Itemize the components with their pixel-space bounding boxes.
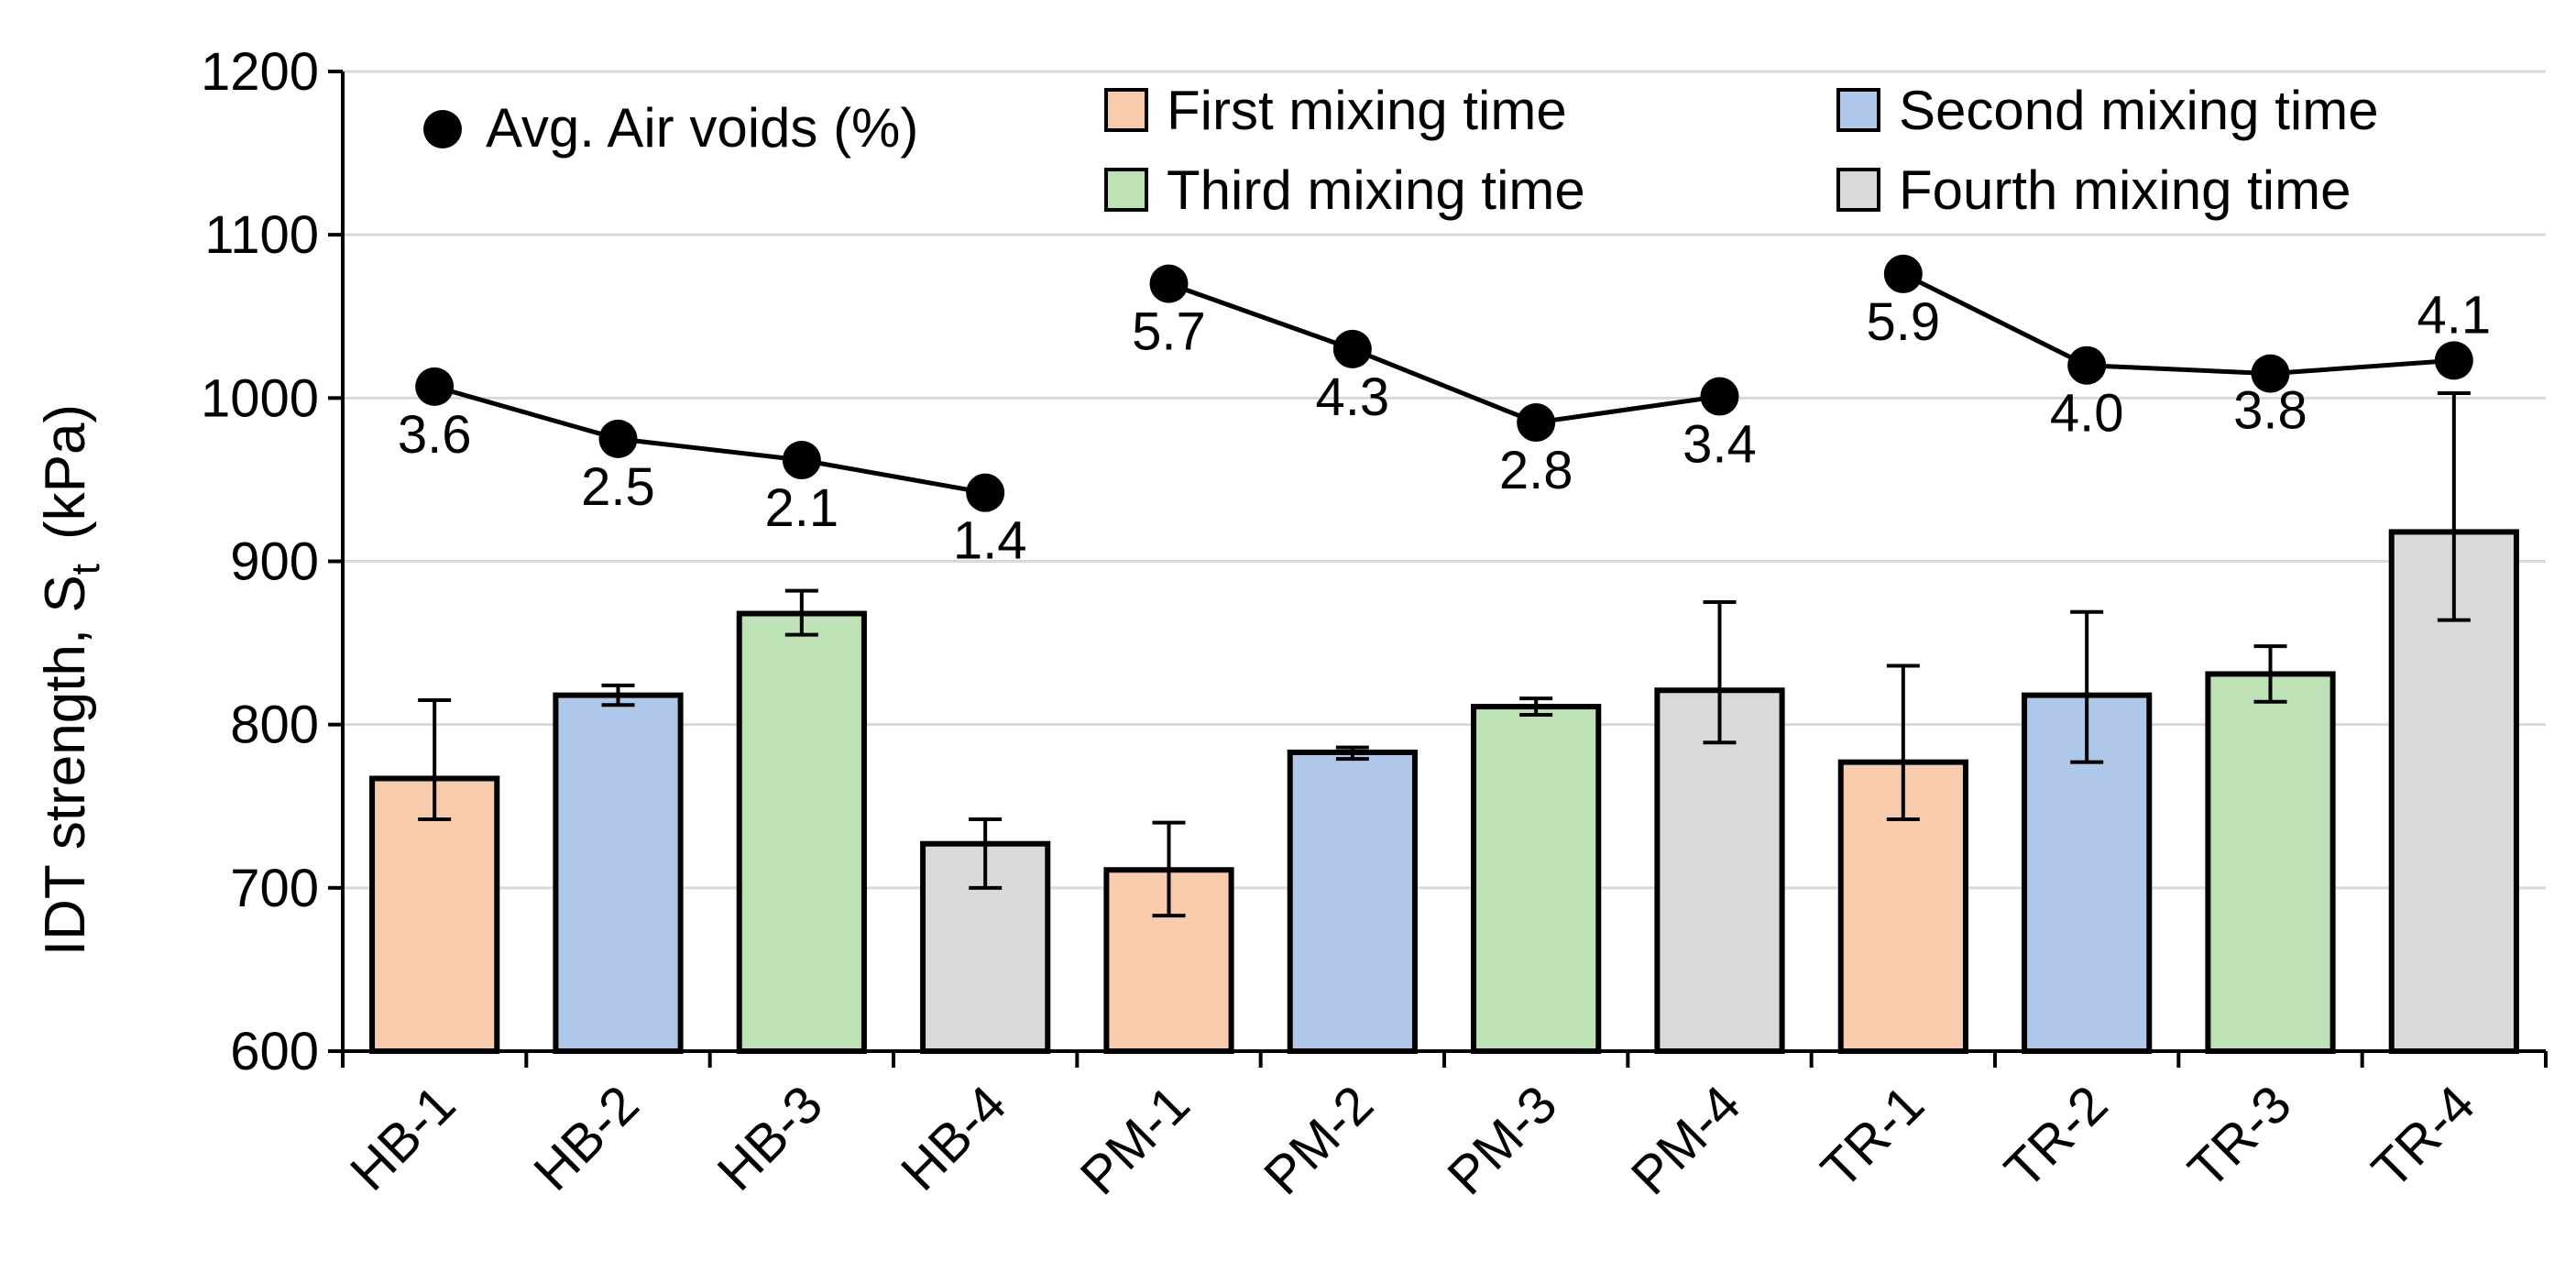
legend-label-second: Second mixing time <box>1899 80 2379 141</box>
bar-hb-3 <box>736 610 867 1054</box>
bar-pm-4 <box>1654 687 1785 1054</box>
bar-pm-2 <box>1287 749 1418 1055</box>
y-tick-label: 1100 <box>204 205 319 265</box>
y-axis-title: IDT strength, St (kPa) <box>34 404 108 956</box>
x-tick-label: HB-2 <box>522 1074 650 1201</box>
legend-air-voids-marker <box>423 110 462 148</box>
air-voids-value-label: 4.1 <box>2417 285 2492 345</box>
air-voids-point <box>598 419 638 458</box>
x-tick-label: PM-3 <box>1436 1074 1568 1206</box>
y-axis-title-main: IDT strength, S <box>34 575 97 956</box>
y-tick-label: 1000 <box>201 368 319 428</box>
legend: Avg. Air voids (%) First mixing time Secon… <box>423 80 2379 221</box>
air-voids-value-label: 3.4 <box>1683 415 1757 475</box>
air-voids-value-label: 4.3 <box>1316 367 1390 427</box>
y-tick-label: 600 <box>230 1022 319 1081</box>
x-tick-label: TR-4 <box>2361 1074 2486 1200</box>
air-voids-value-label: 2.5 <box>581 457 655 517</box>
x-tick-label: TR-1 <box>1810 1074 1935 1200</box>
air-voids-point <box>2251 354 2290 393</box>
x-tick-label: PM-2 <box>1253 1074 1385 1206</box>
bar-pm-3 <box>1471 704 1602 1055</box>
x-tick-label: HB-4 <box>890 1074 1017 1201</box>
air-voids-series: 3.6 2.5 2.1 1.4 5.7 4.3 2.8 3.4 5.9 4.0 3.8 4.1 <box>398 254 2492 571</box>
air-voids-point <box>2434 341 2473 380</box>
air-voids-value-label: 4.0 <box>2050 384 2124 444</box>
bar-hb-2 <box>553 692 684 1054</box>
x-tick-label: TR-2 <box>1993 1074 2119 1200</box>
gridlines <box>343 70 2546 890</box>
x-tick-label: PM-4 <box>1620 1074 1752 1206</box>
air-voids-point <box>1149 264 1189 303</box>
air-voids-point <box>966 473 1005 512</box>
bar-tr-3 <box>2205 671 2336 1054</box>
air-voids-value-label: 3.8 <box>2233 381 2307 441</box>
y-axis-title-unit: (kPa) <box>34 404 97 540</box>
air-voids-value-label: 2.8 <box>1499 441 1573 500</box>
air-voids-value-label: 5.9 <box>1867 292 1941 352</box>
air-voids-point <box>415 367 455 406</box>
air-voids-value-label: 5.7 <box>1132 302 1206 362</box>
air-voids-point <box>1883 254 1923 293</box>
air-voids-value-label: 3.6 <box>398 405 472 465</box>
air-voids-point <box>782 441 821 480</box>
error-bars <box>418 390 2471 918</box>
x-tick-label: HB-1 <box>339 1074 466 1201</box>
legend-swatch-fourth <box>1836 168 1880 212</box>
air-voids-line <box>1167 281 1720 425</box>
air-voids-value-label: 1.4 <box>953 511 1027 571</box>
y-tick-label: 900 <box>230 532 319 592</box>
legend-label-fourth: Fourth mixing time <box>1899 159 2351 221</box>
y-tick-label: 1200 <box>201 42 319 102</box>
y-tick-label: 800 <box>230 696 319 755</box>
y-tick-label: 700 <box>230 859 319 918</box>
air-voids-line <box>433 384 986 496</box>
air-voids-point <box>1517 403 1556 443</box>
air-voids-point <box>2067 345 2107 385</box>
legend-swatch-first <box>1104 88 1148 132</box>
legend-air-voids-label: Avg. Air voids (%) <box>486 97 918 159</box>
bars <box>369 529 2519 1055</box>
y-axis-title-subscript: t <box>63 564 108 575</box>
legend-swatch-second <box>1836 88 1880 132</box>
air-voids-point <box>1700 377 1739 416</box>
x-tick-label: HB-3 <box>707 1074 834 1201</box>
air-voids-value-label: 2.1 <box>765 478 839 538</box>
legend-label-first: First mixing time <box>1167 80 1567 141</box>
x-tick-label: PM-1 <box>1069 1074 1201 1206</box>
x-tick-label: TR-3 <box>2177 1074 2303 1200</box>
legend-label-third: Third mixing time <box>1167 159 1585 221</box>
air-voids-line <box>1902 271 2455 377</box>
air-voids-point <box>1332 329 1372 368</box>
legend-swatch-third <box>1104 168 1148 212</box>
